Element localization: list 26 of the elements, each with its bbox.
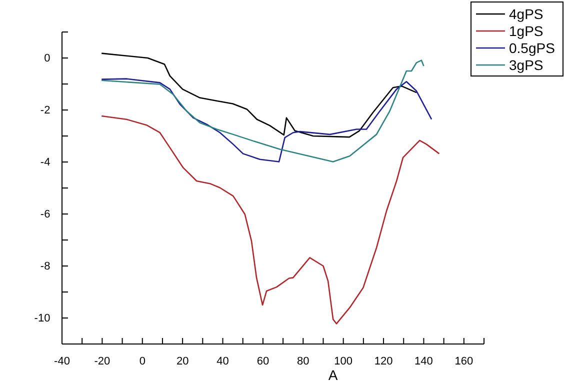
line-series [100, 60, 424, 162]
x-tick-label: 60 [256, 356, 270, 368]
y-tick-label: -6 [40, 208, 50, 221]
y-tick-label: -10 [34, 312, 50, 325]
legend-label: 3gPS [509, 57, 544, 73]
x-tick-label: 80 [297, 356, 310, 368]
y-tick-label: 0 [44, 52, 50, 65]
line-series [100, 115, 440, 324]
y-tick-label: -2 [40, 104, 50, 117]
x-tick-label: 100 [334, 356, 353, 368]
line-series [100, 78, 432, 162]
legend-label: 4gPS [509, 6, 544, 22]
line-series [100, 52, 418, 138]
legend-label: 0.5gPS [509, 40, 555, 56]
x-tick-label: 0 [139, 356, 146, 368]
legend-label: 1gPS [509, 23, 544, 39]
x-tick-label: -20 [94, 356, 110, 368]
x-tick-label: -40 [54, 356, 70, 368]
y-tick-label: -8 [40, 260, 50, 273]
x-tick-label: 160 [454, 356, 474, 368]
y-tick-label: -4 [40, 156, 50, 169]
x-tick-label: 120 [374, 356, 393, 368]
x-tick-label: 40 [216, 356, 229, 368]
x-axis-title: A [328, 367, 338, 381]
x-tick-label: 20 [176, 356, 189, 368]
x-tick-label: 140 [414, 356, 433, 368]
